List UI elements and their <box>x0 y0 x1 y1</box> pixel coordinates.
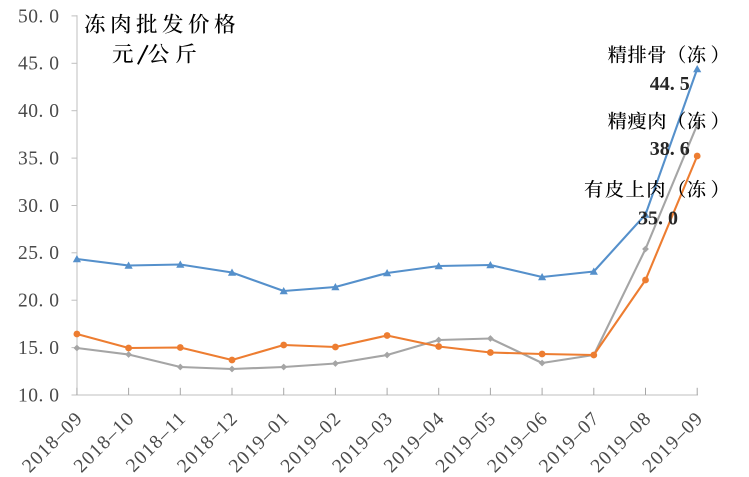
svg-text:50. 0: 50. 0 <box>18 6 60 27</box>
svg-text:30. 0: 30. 0 <box>18 196 60 217</box>
svg-text:40. 0: 40. 0 <box>18 101 60 122</box>
svg-text:20. 0: 20. 0 <box>18 291 60 312</box>
svg-text:15. 0: 15. 0 <box>18 338 60 359</box>
svg-text:10. 0: 10. 0 <box>18 385 60 406</box>
svg-text:25. 0: 25. 0 <box>18 243 60 264</box>
svg-text:44. 5: 44. 5 <box>650 73 690 95</box>
svg-text:45. 0: 45. 0 <box>18 54 60 75</box>
svg-text:35. 0: 35. 0 <box>638 207 678 229</box>
svg-text:38. 6: 38. 6 <box>650 138 690 160</box>
svg-text:35. 0: 35. 0 <box>18 149 60 170</box>
